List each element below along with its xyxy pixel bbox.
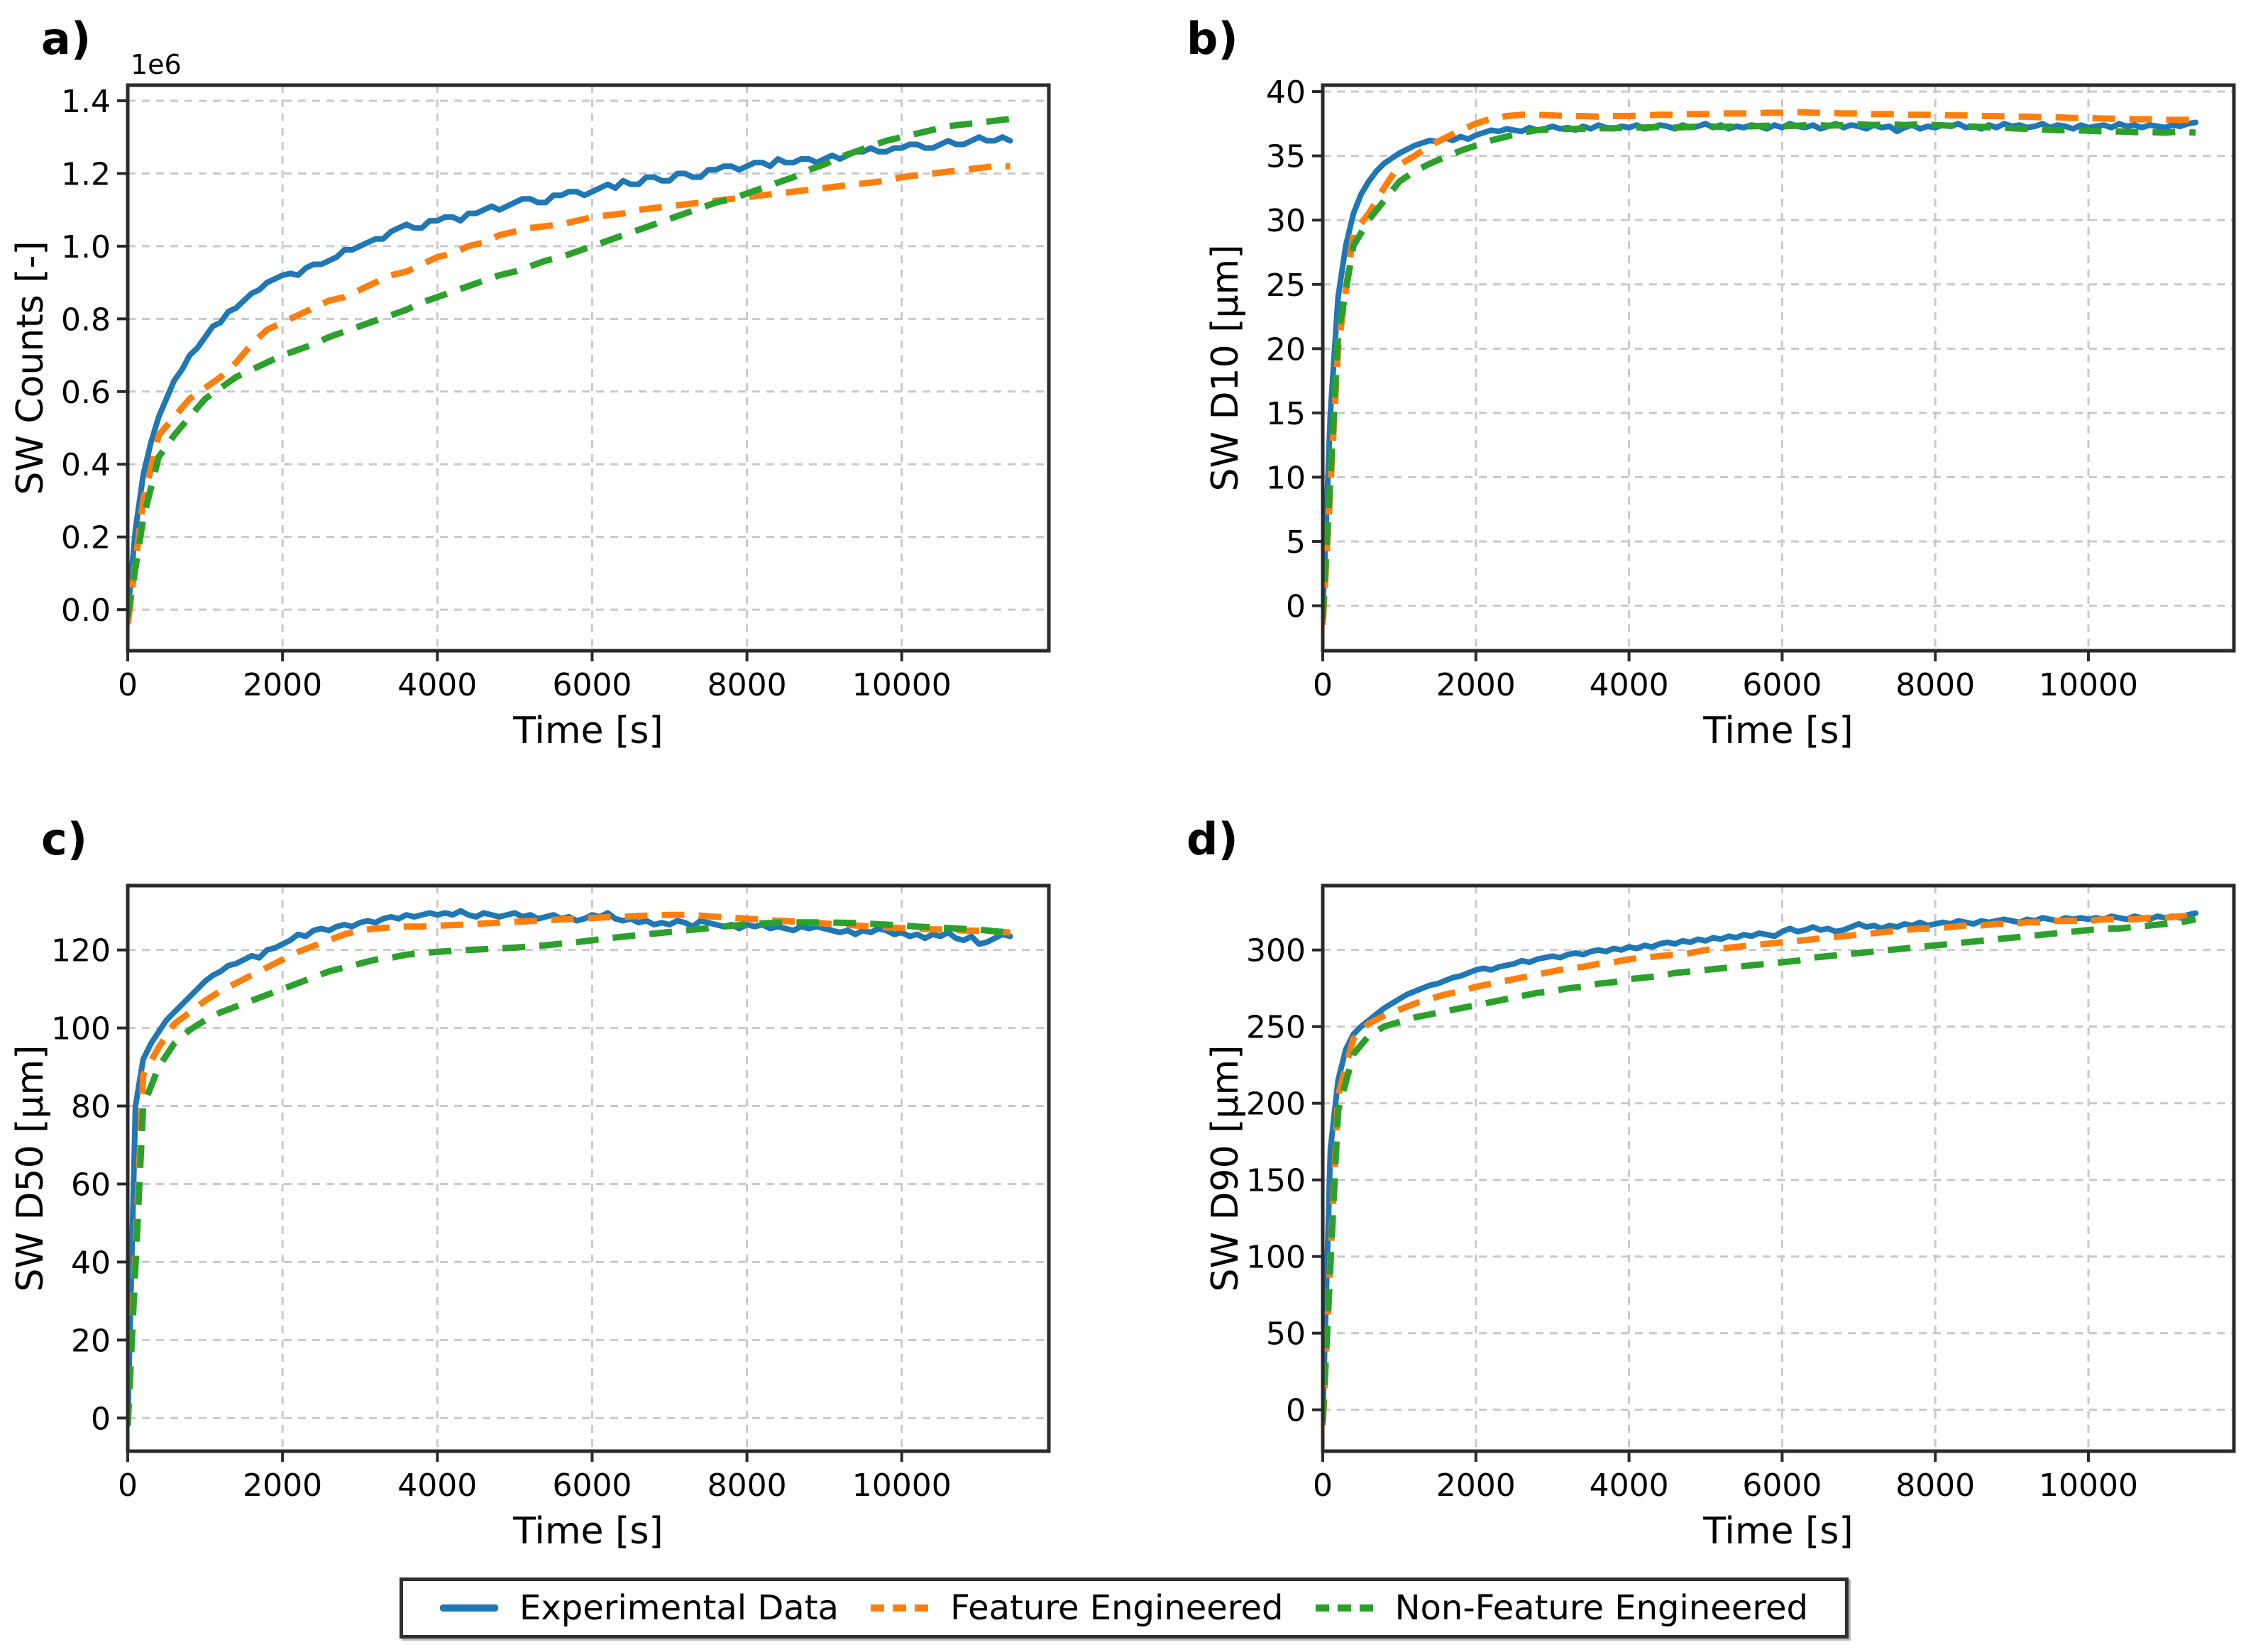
legend-item-experimental: Experimental Data (440, 1588, 839, 1628)
svg-text:5: 5 (1286, 524, 1306, 561)
svg-text:1.0: 1.0 (61, 229, 111, 265)
panel-b: 0 2000 4000 6000 8000 10000 0 5 10 15 20 25 30 35 40 Ti… (1204, 75, 2236, 752)
svg-text:0: 0 (1286, 1393, 1306, 1429)
svg-text:1.4: 1.4 (61, 84, 111, 120)
svg-text:2000: 2000 (1436, 1467, 1516, 1504)
legend-item-feature-engineered: Feature Engineered (871, 1588, 1283, 1628)
svg-text:4000: 4000 (397, 667, 477, 703)
svg-text:80: 80 (71, 1089, 111, 1125)
svg-text:0.4: 0.4 (61, 447, 111, 483)
legend-label-experimental: Experimental Data (519, 1588, 839, 1628)
svg-text:50: 50 (1266, 1316, 1306, 1353)
svg-text:0.6: 0.6 (61, 375, 111, 411)
svg-text:0.0: 0.0 (61, 593, 111, 629)
svg-text:4000: 4000 (397, 1467, 477, 1504)
svg-text:Time [s]: Time [s] (512, 710, 663, 752)
svg-text:8000: 8000 (1895, 1467, 1975, 1504)
panel-c: 0 2000 4000 6000 8000 10000 0 20 40 60 80 100 120 Tim… (9, 883, 1051, 1553)
svg-text:250: 250 (1246, 1010, 1306, 1046)
svg-text:1.2: 1.2 (61, 156, 111, 192)
svg-text:0: 0 (1313, 667, 1333, 703)
svg-text:0: 0 (118, 667, 138, 703)
svg-text:0: 0 (1313, 1467, 1333, 1504)
experimental-line-sample (440, 1604, 498, 1612)
non-feature-engineered-line-sample (1315, 1604, 1374, 1612)
svg-text:10: 10 (1266, 460, 1306, 496)
svg-text:2000: 2000 (1436, 667, 1516, 703)
svg-text:1e6: 1e6 (131, 49, 182, 80)
svg-text:2000: 2000 (243, 1467, 322, 1504)
svg-text:Time [s]: Time [s] (1702, 1510, 1853, 1553)
svg-text:60: 60 (71, 1167, 111, 1203)
panel-d: 0 2000 4000 6000 8000 10000 0 50 100 150 200 250 300… (1204, 883, 2236, 1553)
svg-text:15: 15 (1266, 396, 1306, 432)
svg-text:2000: 2000 (243, 667, 322, 703)
svg-text:300: 300 (1246, 933, 1306, 969)
legend: Experimental Data Feature Engineered Non… (400, 1577, 1849, 1639)
svg-text:SW D10 [μm]: SW D10 [μm] (1204, 244, 1247, 491)
panel-c-letter: c) (41, 813, 88, 865)
svg-text:20: 20 (71, 1323, 111, 1359)
svg-text:4000: 4000 (1590, 667, 1669, 703)
svg-text:0: 0 (118, 1467, 138, 1504)
svg-text:10000: 10000 (852, 667, 952, 703)
svg-text:200: 200 (1246, 1086, 1306, 1123)
svg-text:0.8: 0.8 (61, 302, 111, 338)
svg-text:6000: 6000 (552, 1467, 632, 1504)
svg-text:120: 120 (51, 933, 111, 969)
svg-text:30: 30 (1266, 203, 1306, 239)
svg-text:Time [s]: Time [s] (1702, 710, 1853, 752)
panel-a: 0 2000 4000 6000 8000 10000 0.0 0.2 0.4 0.6 0.8 1.0… (9, 49, 1051, 752)
svg-text:0: 0 (1286, 589, 1306, 625)
panel-b-letter: b) (1186, 13, 1238, 65)
svg-text:100: 100 (51, 1011, 111, 1047)
svg-text:100: 100 (1246, 1240, 1306, 1276)
panel-a-letter: a) (41, 13, 92, 65)
svg-text:8000: 8000 (707, 1467, 787, 1504)
svg-text:SW D90 [μm]: SW D90 [μm] (1204, 1045, 1247, 1292)
svg-text:150: 150 (1246, 1163, 1306, 1199)
svg-text:8000: 8000 (707, 667, 787, 703)
svg-text:6000: 6000 (1742, 667, 1822, 703)
svg-text:10000: 10000 (2039, 667, 2138, 703)
svg-text:SW D50 [μm]: SW D50 [μm] (9, 1045, 52, 1292)
feature-engineered-line-sample (871, 1604, 930, 1612)
svg-text:Time [s]: Time [s] (512, 1510, 663, 1553)
svg-text:0: 0 (91, 1401, 111, 1437)
svg-text:6000: 6000 (1742, 1467, 1822, 1504)
svg-text:8000: 8000 (1895, 667, 1975, 703)
svg-text:10000: 10000 (2039, 1467, 2138, 1504)
legend-label-non-feature-engineered: Non-Feature Engineered (1394, 1588, 1808, 1628)
panel-d-letter: d) (1186, 813, 1238, 865)
svg-text:35: 35 (1266, 139, 1306, 175)
legend-label-feature-engineered: Feature Engineered (950, 1588, 1284, 1628)
svg-text:40: 40 (71, 1245, 111, 1281)
svg-text:SW Counts [-]: SW Counts [-] (9, 241, 52, 495)
svg-text:4000: 4000 (1590, 1467, 1669, 1504)
svg-text:40: 40 (1266, 75, 1306, 111)
legend-item-non-feature-engineered: Non-Feature Engineered (1315, 1588, 1808, 1628)
svg-text:6000: 6000 (552, 667, 632, 703)
svg-text:20: 20 (1266, 331, 1306, 368)
svg-text:25: 25 (1266, 268, 1306, 304)
svg-text:10000: 10000 (852, 1467, 952, 1504)
svg-text:0.2: 0.2 (61, 520, 111, 556)
